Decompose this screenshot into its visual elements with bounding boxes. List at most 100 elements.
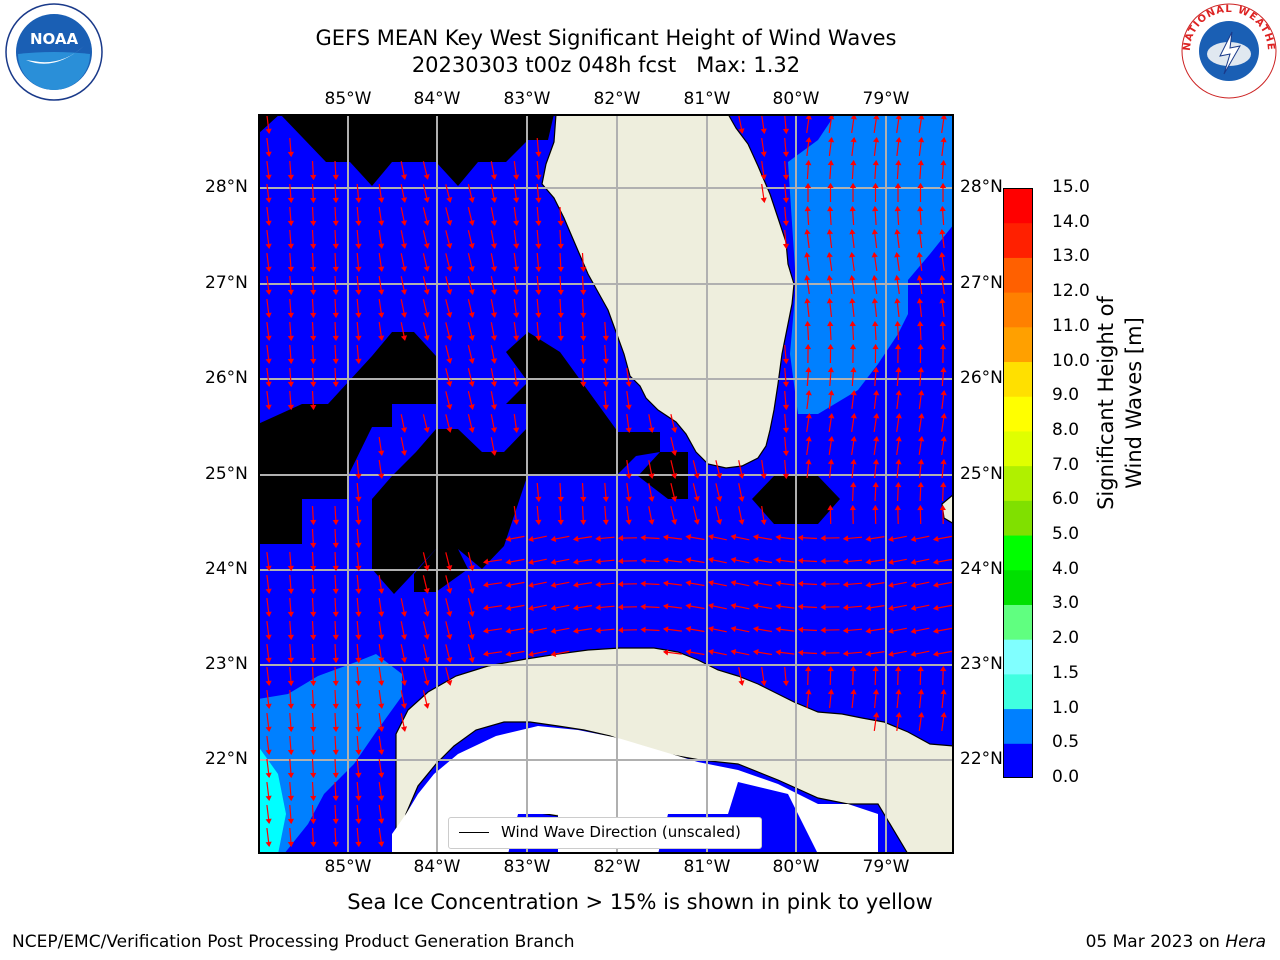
wave-direction-arrow-head — [310, 404, 317, 411]
wave-direction-arrow-head — [332, 726, 339, 733]
wave-direction-arrow-head — [738, 128, 745, 134]
wave-direction-arrow-head — [797, 603, 804, 610]
wave-direction-arrow-head — [287, 174, 295, 181]
colorbar-tick-label: 11.0 — [1052, 315, 1090, 336]
wave-direction-arrow-head — [310, 634, 317, 641]
wave-direction-arrow-head — [557, 289, 564, 296]
wave-direction-arrow-head — [842, 627, 849, 634]
wave-direction-arrow-head — [671, 519, 678, 525]
wave-direction-arrow-head — [648, 519, 655, 525]
wave-direction-arrow-head — [423, 427, 430, 433]
wave-direction-arrow-head — [617, 558, 624, 565]
wave-direction-arrow-head — [940, 458, 947, 465]
wave-direction-arrow-head — [625, 519, 632, 526]
wave-direction-arrow-head — [760, 174, 767, 181]
wave-direction-arrow-head — [505, 535, 512, 542]
wave-direction-arrow-head — [557, 266, 564, 273]
legend-label: Wind Wave Direction (unscaled) — [501, 823, 741, 841]
wave-direction-arrow-head — [595, 558, 601, 565]
wave-direction-arrow-head — [513, 174, 520, 181]
wave-direction-arrow-head — [423, 243, 430, 249]
wave-direction-arrow-head — [804, 320, 811, 327]
wave-direction-arrow-head — [842, 604, 849, 611]
wave-direction-arrow-head — [446, 243, 453, 249]
colorbar-tick-label: 8.0 — [1052, 419, 1080, 440]
wave-direction-arrow-head — [895, 458, 902, 465]
wave-direction-arrow-head — [310, 243, 317, 250]
lat-label-left: 25°N — [205, 464, 248, 484]
wave-direction-arrow-head — [865, 650, 872, 657]
wave-direction-arrow-head — [916, 251, 923, 258]
wave-direction-arrow-head — [310, 197, 317, 204]
wave-direction-arrow-head — [490, 404, 498, 410]
wave-direction-arrow-head — [782, 404, 790, 411]
wave-direction-arrow-head — [446, 266, 453, 272]
colorbar-title: Significant Height of Wind Waves [m] — [1094, 296, 1146, 510]
wave-direction-arrow-head — [535, 289, 542, 296]
wave-direction-arrow-head — [287, 703, 295, 710]
wave-direction-arrow-head — [730, 579, 737, 587]
wave-direction-arrow-head — [513, 519, 520, 526]
wave-direction-arrow-head — [918, 412, 925, 419]
wave-direction-arrow-head — [482, 650, 489, 657]
wave-direction-arrow-head — [580, 381, 587, 388]
wave-direction-arrow-head — [939, 251, 946, 258]
wave-direction-arrow-head — [332, 680, 339, 687]
wave-direction-arrow-head — [400, 657, 408, 663]
wave-direction-arrow-head — [423, 266, 430, 272]
wave-direction-arrow-head — [939, 297, 946, 304]
wave-direction-arrow-head — [916, 297, 924, 304]
wave-direction-arrow-head — [916, 228, 924, 235]
wave-direction-arrow-head — [332, 749, 339, 756]
wave-direction-arrow-head — [572, 535, 579, 542]
wave-direction-arrow-head — [535, 174, 542, 181]
wave-direction-arrow-head — [849, 274, 856, 281]
wave-direction-arrow-head — [265, 841, 272, 848]
wave-direction-arrow-head — [842, 535, 849, 542]
wave-direction-arrow-head — [287, 565, 295, 572]
wave-direction-arrow-head — [775, 649, 781, 656]
wave-direction-arrow-head — [490, 220, 498, 226]
wave-direction-arrow-head — [310, 611, 317, 618]
wave-direction-arrow-head — [400, 266, 408, 272]
wave-direction-arrow-head — [932, 650, 939, 657]
wave-direction-arrow-head — [827, 205, 834, 212]
wave-direction-arrow-head — [895, 711, 902, 718]
wave-direction-arrow-head — [873, 412, 880, 419]
wave-direction-arrow-head — [287, 151, 295, 158]
colorbar-swatch — [1003, 188, 1033, 224]
wave-direction-arrow-head — [265, 197, 272, 204]
wave-direction-arrow-head — [827, 688, 835, 695]
wave-direction-arrow-head — [820, 581, 826, 588]
colorbar-swatch — [1003, 673, 1033, 710]
wave-direction-arrow-head — [918, 114, 925, 120]
wave-direction-arrow-head — [805, 114, 812, 120]
wave-direction-arrow-head — [872, 366, 880, 373]
wave-direction-arrow-head — [535, 151, 542, 158]
wave-direction-arrow-head — [872, 343, 879, 350]
wave-direction-arrow-head — [782, 220, 790, 227]
wave-direction-arrow-head — [820, 627, 826, 634]
wave-direction-arrow-head — [355, 496, 362, 503]
wave-direction-arrow-head — [400, 335, 408, 341]
wave-direction-arrow-head — [490, 358, 498, 364]
wave-direction-arrow-head — [400, 634, 408, 640]
wave-direction-arrow-head — [400, 289, 408, 295]
wave-direction-arrow-head — [355, 680, 362, 687]
wave-direction-arrow-head — [355, 473, 362, 480]
wave-direction-arrow-head — [468, 266, 475, 272]
wave-direction-arrow-head — [842, 558, 849, 565]
wave-direction-arrow-head — [738, 473, 745, 479]
wave-direction-arrow-head — [828, 412, 835, 419]
wave-direction-arrow-head — [804, 274, 811, 281]
wave-direction-arrow-head — [265, 128, 272, 135]
wave-direction-arrow-head — [378, 197, 385, 204]
wave-direction-arrow-head — [888, 535, 894, 543]
wave-direction-arrow-head — [355, 611, 362, 618]
wave-direction-arrow-head — [910, 581, 917, 589]
wave-direction-arrow-head — [580, 312, 587, 319]
wave-direction-arrow-head — [617, 581, 624, 588]
wave-direction-arrow-head — [513, 381, 520, 388]
wave-direction-arrow-head — [888, 581, 894, 589]
wave-direction-arrow-head — [528, 627, 534, 635]
